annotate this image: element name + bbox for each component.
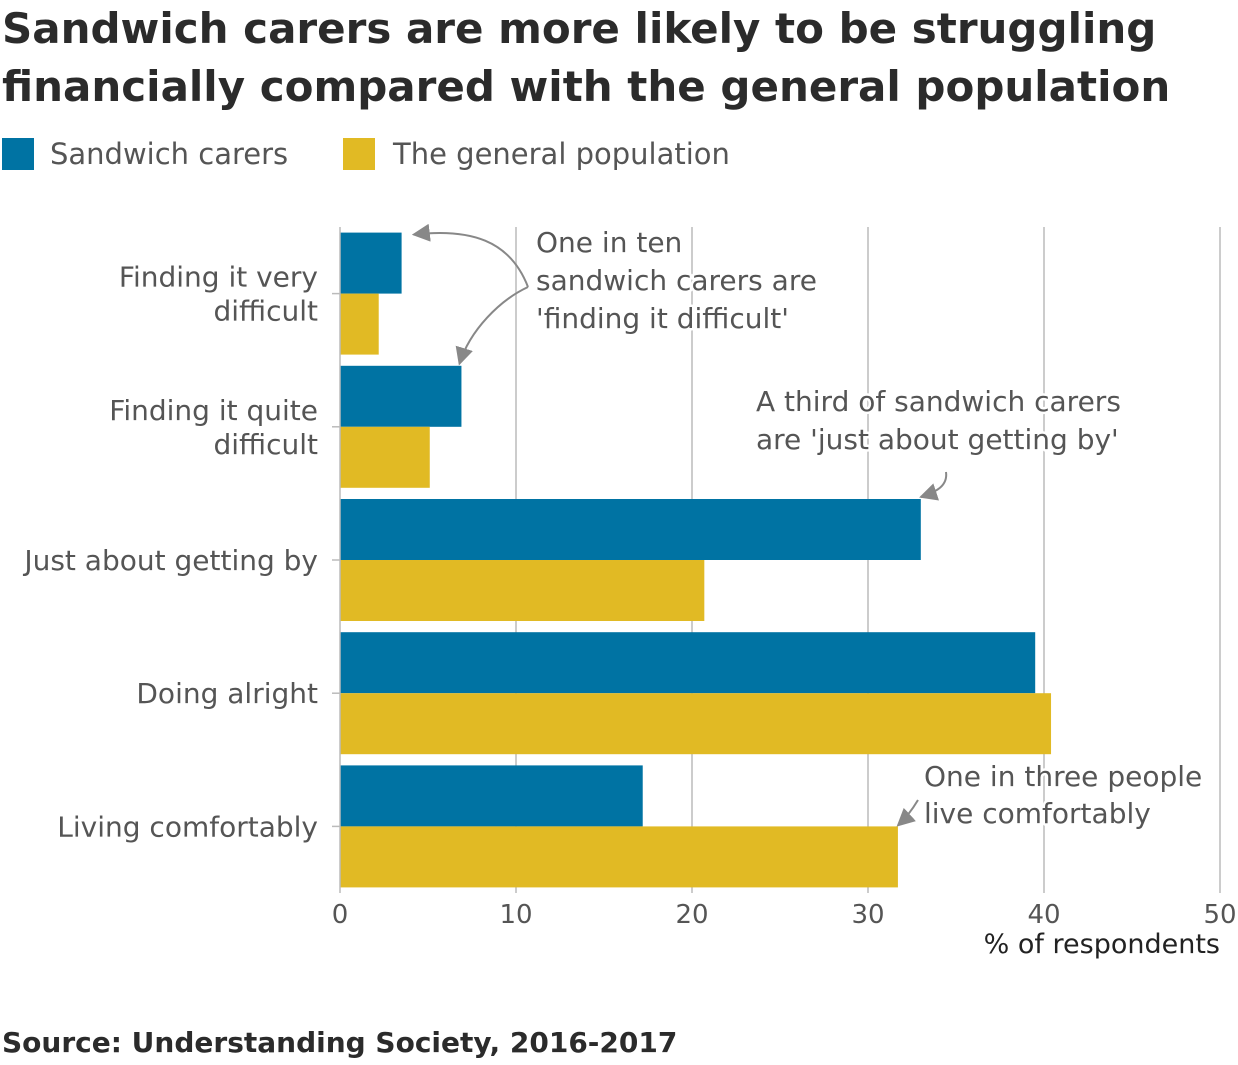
bar-the-general-population-finding-it-very-difficult bbox=[340, 293, 379, 355]
y-category-label-3-line-0: Doing alright bbox=[136, 677, 318, 710]
annotation-2-line-0: One in three people bbox=[924, 760, 1202, 793]
annotation-arrow-getting-by bbox=[919, 471, 948, 501]
bar-the-general-population-just-about-getting-by bbox=[340, 560, 705, 621]
legend-label-general-population: The general population bbox=[393, 137, 730, 171]
legend-swatch-general-population bbox=[343, 138, 375, 170]
bar-sandwich-carers-finding-it-quite-difficult bbox=[340, 365, 462, 427]
bar-sandwich-carers-doing-alright bbox=[340, 632, 1036, 694]
bar-sandwich-carers-finding-it-very-difficult bbox=[340, 232, 402, 294]
bar-sandwich-carers-living-comfortably bbox=[340, 765, 643, 827]
y-category-label-0-line-0: Finding it very bbox=[119, 261, 318, 294]
bar-sandwich-carers-just-about-getting-by bbox=[340, 499, 921, 560]
source-note: Source: Understanding Society, 2016-2017 bbox=[2, 1026, 678, 1059]
chart-title: Sandwich carers are more likely to be st… bbox=[2, 4, 1171, 111]
x-tick-label-30: 30 bbox=[851, 900, 884, 930]
annotation-arrow-quite-difficult bbox=[455, 286, 529, 366]
legend-swatch-sandwich-carers bbox=[2, 138, 34, 170]
legend-label-sandwich-carers: Sandwich carers bbox=[50, 137, 289, 171]
y-category-label-2-line-0: Just about getting by bbox=[22, 544, 318, 577]
x-tick-label-0: 0 bbox=[332, 900, 349, 930]
x-tick-label-20: 20 bbox=[675, 900, 708, 930]
x-tick-label-10: 10 bbox=[499, 900, 532, 930]
annotation-0-line-2: 'finding it difficult' bbox=[536, 302, 789, 335]
annotation-1-line-1: are 'just about getting by' bbox=[756, 423, 1119, 456]
annotation-0-line-0: One in ten bbox=[536, 226, 682, 259]
x-tick-label-50: 50 bbox=[1203, 900, 1236, 930]
annotation-2-line-1: live comfortably bbox=[924, 797, 1151, 830]
annotation-arrow-very-difficult bbox=[411, 223, 529, 288]
x-tick-label-40: 40 bbox=[1027, 900, 1060, 930]
annotation-arrow-comfortably bbox=[896, 799, 919, 827]
bar-the-general-population-finding-it-quite-difficult bbox=[340, 426, 430, 488]
y-category-label-4-line-0: Living comfortably bbox=[57, 810, 318, 843]
bar-the-general-population-doing-alright bbox=[340, 693, 1052, 755]
x-axis-title: % of respondents bbox=[984, 929, 1220, 960]
bar-the-general-population-living-comfortably bbox=[340, 826, 898, 888]
y-category-label-1-line-1: difficult bbox=[213, 428, 318, 461]
y-category-label-1-line-0: Finding it quite bbox=[109, 394, 318, 427]
annotation-0-line-1: sandwich carers are bbox=[536, 264, 817, 297]
y-category-label-0-line-1: difficult bbox=[213, 295, 318, 328]
annotation-1-line-0: A third of sandwich carers bbox=[756, 385, 1121, 418]
